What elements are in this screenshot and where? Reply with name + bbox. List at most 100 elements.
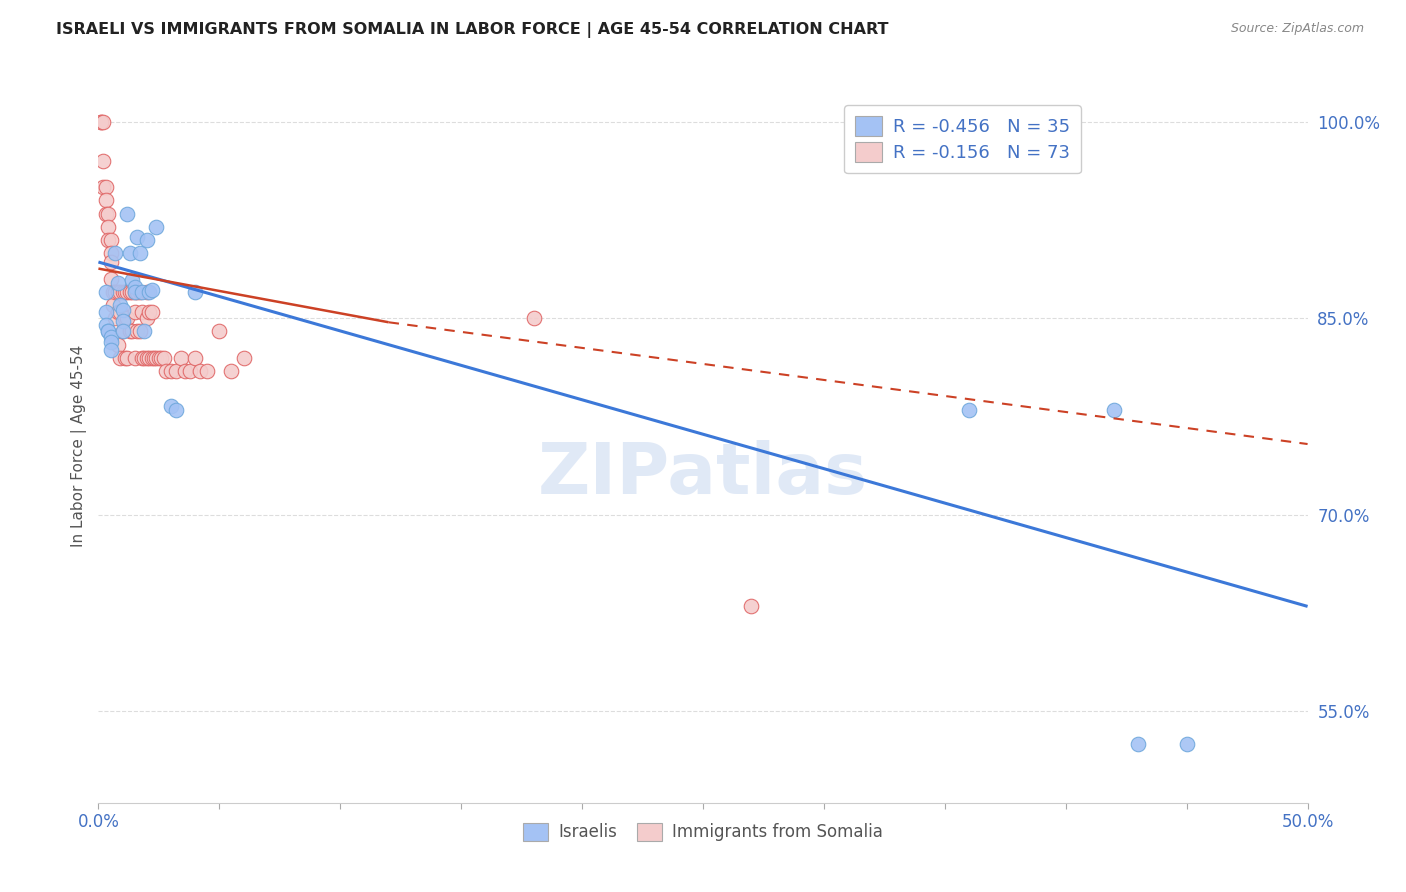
Point [145, 351, 167, 365]
Point [104, 285, 127, 300]
Legend: Israelis, Immigrants from Somalia: Israelis, Immigrants from Somalia [516, 816, 890, 848]
Point [141, 283, 163, 297]
Point [221, 364, 243, 378]
Point [128, 325, 150, 339]
Point [135, 351, 157, 365]
Text: ISRAELI VS IMMIGRANTS FROM SOMALIA IN LABOR FORCE | AGE 45-54 CORRELATION CHART: ISRAELI VS IMMIGRANTS FROM SOMALIA IN LA… [56, 22, 889, 38]
Point [143, 351, 166, 365]
Point [135, 233, 157, 247]
Point [124, 351, 146, 365]
Point [108, 285, 131, 300]
Point [160, 364, 183, 378]
Point [135, 311, 157, 326]
Point [107, 276, 129, 290]
Point [127, 285, 149, 300]
Point [138, 351, 160, 365]
Point [97, 206, 120, 220]
Point [138, 285, 160, 300]
Point [208, 325, 231, 339]
Point [138, 305, 160, 319]
Point [104, 245, 127, 260]
Point [101, 298, 124, 312]
Point [91, 180, 114, 194]
Point [107, 337, 129, 351]
Point [150, 351, 173, 365]
Point [118, 245, 141, 260]
Point [111, 325, 134, 339]
Point [108, 351, 131, 365]
Point [117, 285, 139, 300]
Point [148, 351, 170, 365]
Point [152, 351, 174, 365]
Point [165, 364, 187, 378]
Point [90, 115, 112, 129]
Point [523, 311, 546, 326]
Point [94, 194, 117, 208]
Point [97, 325, 120, 339]
Point [100, 343, 122, 357]
Point [97, 219, 120, 234]
Point [97, 233, 120, 247]
Point [124, 280, 146, 294]
Point [127, 325, 149, 339]
Point [179, 364, 201, 378]
Point [114, 351, 136, 365]
Point [124, 285, 146, 300]
Point [184, 285, 207, 300]
Point [111, 285, 134, 300]
Point [957, 403, 980, 417]
Text: Source: ZipAtlas.com: Source: ZipAtlas.com [1230, 22, 1364, 36]
Point [100, 255, 122, 269]
Point [128, 245, 150, 260]
Point [134, 351, 156, 365]
Point [114, 311, 136, 326]
Point [121, 273, 143, 287]
Point [108, 298, 131, 312]
Point [1175, 737, 1198, 751]
Point [117, 311, 139, 326]
Y-axis label: In Labor Force | Age 45-54: In Labor Force | Age 45-54 [72, 345, 87, 547]
Point [111, 314, 134, 328]
Point [111, 325, 134, 339]
Point [107, 285, 129, 300]
Point [91, 115, 114, 129]
Point [188, 364, 211, 378]
Point [94, 318, 117, 332]
Point [127, 230, 149, 244]
Point [91, 154, 114, 169]
Point [94, 206, 117, 220]
Point [100, 272, 122, 286]
Point [97, 325, 120, 339]
Point [101, 285, 124, 300]
Point [104, 311, 127, 326]
Point [1102, 403, 1125, 417]
Point [121, 325, 143, 339]
Point [141, 351, 163, 365]
Point [94, 180, 117, 194]
Point [90, 115, 112, 129]
Point [118, 325, 141, 339]
Point [160, 399, 183, 413]
Point [740, 599, 762, 614]
Point [169, 351, 191, 365]
Point [100, 334, 122, 349]
Point [131, 285, 153, 300]
Point [165, 403, 187, 417]
Point [232, 351, 254, 365]
Point [100, 329, 122, 343]
Point [121, 285, 143, 300]
Point [128, 285, 150, 300]
Point [117, 206, 139, 220]
Point [131, 351, 153, 365]
Point [195, 364, 218, 378]
Point [94, 305, 117, 319]
Point [114, 285, 136, 300]
Point [134, 325, 156, 339]
Point [124, 285, 146, 300]
Point [117, 351, 139, 365]
Point [94, 285, 117, 300]
Point [141, 305, 163, 319]
Point [145, 219, 167, 234]
Point [107, 305, 129, 319]
Point [184, 351, 207, 365]
